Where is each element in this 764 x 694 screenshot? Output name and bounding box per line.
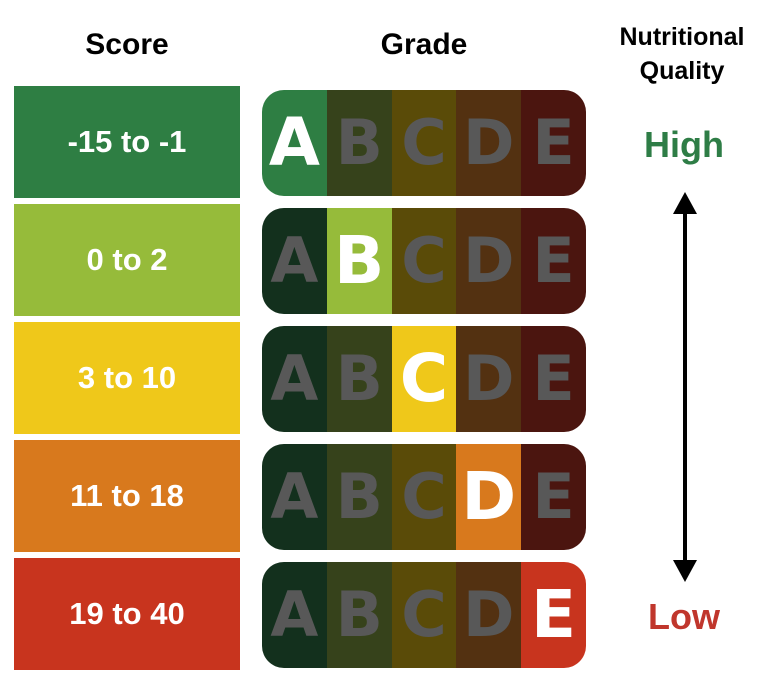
score-range-label: -15 to -1 bbox=[67, 124, 187, 159]
grade-letter-active: E bbox=[521, 562, 586, 668]
grade-letter: A bbox=[262, 444, 327, 550]
score-range-box: 11 to 18 bbox=[14, 440, 240, 552]
score-column-header: Score bbox=[85, 28, 169, 61]
score-range-box: 3 to 10 bbox=[14, 322, 240, 434]
score-range-box: -15 to -1 bbox=[14, 86, 240, 198]
grade-letter-active: D bbox=[456, 444, 522, 550]
grade-letter: C bbox=[391, 208, 457, 314]
score-range-box: 0 to 2 bbox=[14, 204, 240, 316]
grade-letter: C bbox=[391, 562, 457, 668]
score-range-label: 19 to 40 bbox=[69, 596, 185, 631]
quality-high-label: High bbox=[644, 124, 724, 165]
grade-letter-active: C bbox=[391, 326, 457, 432]
grade-letter-active: B bbox=[326, 208, 392, 314]
quality-low-label: Low bbox=[648, 596, 720, 637]
grade-letter: A bbox=[262, 562, 327, 668]
nutritional-quality-header: Nutritional Quality bbox=[619, 23, 745, 85]
grade-column-header: Grade bbox=[380, 28, 468, 61]
quality-scale-arrow-icon bbox=[673, 192, 697, 582]
grade-letter: B bbox=[326, 444, 392, 550]
grade-letter: A bbox=[262, 208, 327, 314]
grade-letter: D bbox=[456, 90, 522, 196]
score-range-label: 0 to 2 bbox=[86, 242, 168, 277]
grade-letter: C bbox=[391, 444, 457, 550]
grade-letter: D bbox=[456, 326, 522, 432]
grade-letter: D bbox=[456, 208, 522, 314]
grade-letter: E bbox=[521, 444, 586, 550]
score-range-label: 3 to 10 bbox=[77, 360, 177, 395]
grade-letter: E bbox=[521, 90, 586, 196]
grade-letter-active: A bbox=[262, 90, 327, 196]
grade-letter: B bbox=[326, 326, 392, 432]
grade-letter: E bbox=[521, 326, 586, 432]
grade-letter: B bbox=[326, 562, 392, 668]
score-range-label: 11 to 18 bbox=[70, 478, 184, 513]
grade-letter: C bbox=[391, 90, 457, 196]
grade-letter: A bbox=[262, 326, 327, 432]
grade-letter: B bbox=[326, 90, 392, 196]
grade-letter: E bbox=[521, 208, 586, 314]
score-range-box: 19 to 40 bbox=[14, 558, 240, 670]
grade-letter: D bbox=[456, 562, 522, 668]
